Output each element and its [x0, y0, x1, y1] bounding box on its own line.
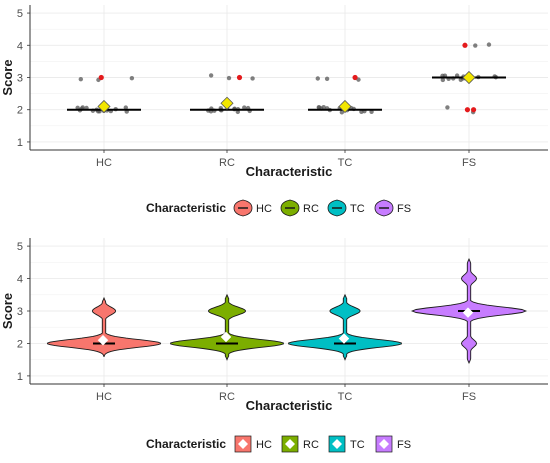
- bottom-violin-chart: 1 2 3 4 5 HC RC TC FS Characteristic Score Characte…: [0, 238, 548, 453]
- y-tick-label: 5: [17, 241, 23, 253]
- legend-key-diamond: [285, 439, 295, 449]
- legend-label-hc: HC: [256, 203, 272, 215]
- x-tick-label: TC: [338, 157, 353, 169]
- data-point: [486, 42, 492, 47]
- mean-diamond: [338, 333, 350, 344]
- data-point: [445, 105, 450, 110]
- data-point: [316, 105, 321, 110]
- x-tick-label: HC: [96, 391, 112, 403]
- data-point: [473, 43, 478, 48]
- y-axis-title: Score: [0, 59, 15, 95]
- outlier-point: [464, 107, 471, 113]
- legend-label-hc: HC: [256, 439, 272, 451]
- mean-diamond: [220, 331, 232, 343]
- data-point: [129, 76, 135, 81]
- data-point: [123, 105, 128, 110]
- data-point: [242, 105, 247, 110]
- legend-label-fs: FS: [397, 203, 411, 215]
- legend-key-diamond: [332, 439, 342, 449]
- data-point: [324, 76, 330, 82]
- y-tick-label: 1: [17, 137, 23, 149]
- y-tick-label: 2: [17, 105, 23, 117]
- mean-diamond: [97, 334, 109, 346]
- legend-label-tc: TC: [350, 203, 365, 215]
- top-scatter-chart: 1 2 3 4 5 HC RC TC FS Characteristic Score Characte…: [0, 5, 548, 217]
- mean-diamond: [338, 99, 352, 114]
- y-axis-title: Score: [0, 293, 15, 329]
- data-point: [250, 76, 255, 81]
- data-point: [321, 105, 326, 110]
- x-tick-label: HC: [96, 157, 112, 169]
- violin-tc: [288, 293, 402, 361]
- y-tick-label: 3: [17, 306, 23, 318]
- legend-label-fs: FS: [397, 439, 411, 451]
- y-tick-label: 3: [17, 73, 23, 85]
- outlier-point: [462, 42, 468, 48]
- legend-title: Characteristic: [146, 437, 226, 451]
- data-point: [440, 77, 446, 83]
- mean-diamond: [220, 96, 234, 110]
- violin-rc: [170, 293, 284, 361]
- x-axis-title: Characteristic: [246, 398, 333, 413]
- x-tick-label: TC: [338, 391, 353, 403]
- y-tick-label: 4: [17, 40, 23, 52]
- mean-diamond: [462, 307, 474, 318]
- data-point: [78, 76, 84, 82]
- x-axis-title: Characteristic: [246, 164, 333, 179]
- outlier-point: [470, 107, 477, 113]
- outlier-point: [236, 74, 243, 81]
- mean-diamond: [97, 99, 111, 114]
- outlier-point: [352, 74, 358, 81]
- y-tick-label: 4: [17, 274, 23, 286]
- data-point: [226, 75, 232, 81]
- outlier-point: [98, 74, 104, 81]
- legend-key-diamond: [238, 439, 248, 449]
- x-tick-label: RC: [219, 391, 235, 403]
- legend-title: Characteristic: [146, 201, 226, 215]
- data-point: [315, 76, 320, 81]
- legend-label-rc: RC: [303, 439, 319, 451]
- data-point: [339, 110, 345, 115]
- mean-diamond: [462, 70, 476, 85]
- y-tick-label: 1: [17, 371, 23, 383]
- y-tick-label: 5: [17, 8, 23, 20]
- legend-label-tc: TC: [350, 439, 365, 451]
- x-tick-label: FS: [462, 391, 476, 403]
- legend-label-rc: RC: [303, 203, 319, 215]
- violin-hc: [46, 296, 162, 357]
- legend-key-diamond: [379, 439, 389, 449]
- x-tick-label: FS: [462, 157, 476, 169]
- y-tick-label: 2: [17, 338, 23, 350]
- data-point: [208, 73, 214, 78]
- x-tick-label: RC: [219, 157, 235, 169]
